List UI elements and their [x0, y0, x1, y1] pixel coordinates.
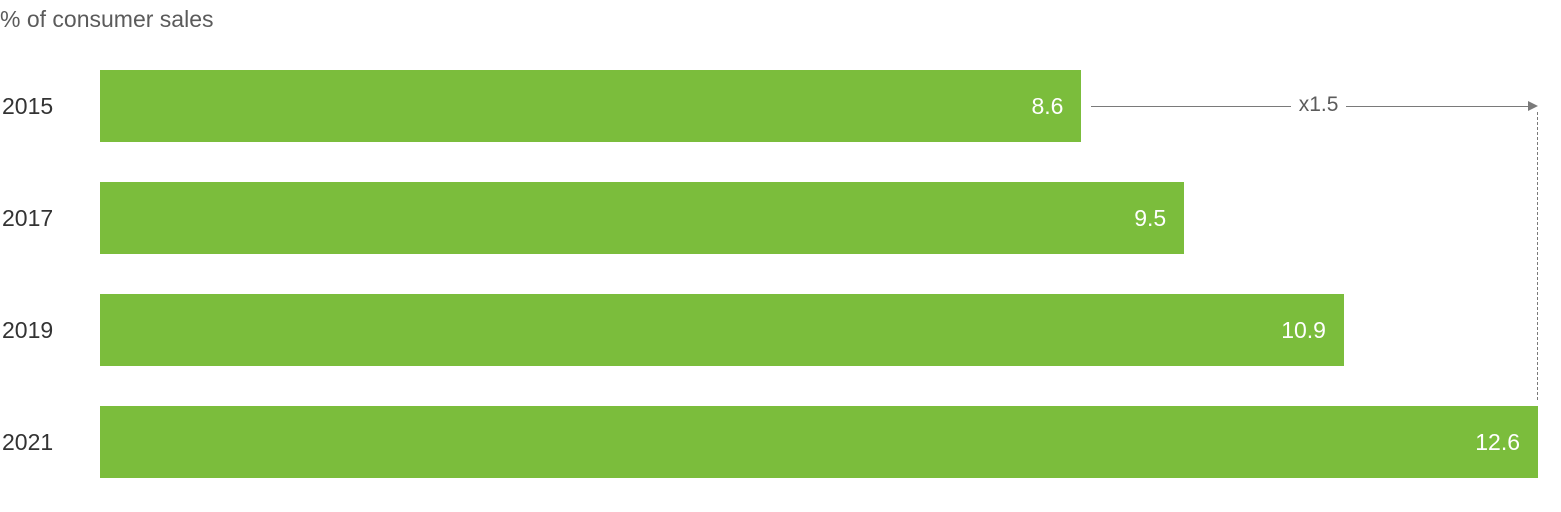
bar-2: 10.9: [100, 294, 1344, 366]
annotation-dashed-line: [1537, 112, 1538, 400]
bar-value-0: 8.6: [1032, 93, 1064, 120]
bar-value-2: 10.9: [1281, 317, 1326, 344]
bar-row-1: 2017 9.5: [0, 182, 1184, 254]
annotation-arrow-head: [1528, 101, 1538, 111]
bar-row-2: 2019 10.9: [0, 294, 1344, 366]
bar-1: 9.5: [100, 182, 1184, 254]
annotation-multiplier-label: x1.5: [1291, 93, 1347, 117]
bar-chart: % of consumer sales 2015 8.6 2017 9.5 20…: [0, 0, 1561, 512]
bar-row-3: 2021 12.6: [0, 406, 1538, 478]
bar-label-0: 2015: [0, 93, 100, 120]
bar-value-1: 9.5: [1134, 205, 1166, 232]
bar-label-3: 2021: [0, 429, 100, 456]
bar-label-2: 2019: [0, 317, 100, 344]
bar-3: 12.6: [100, 406, 1538, 478]
bar-row-0: 2015 8.6: [0, 70, 1081, 142]
chart-title: % of consumer sales: [0, 6, 213, 33]
bar-0: 8.6: [100, 70, 1081, 142]
bar-value-3: 12.6: [1475, 429, 1520, 456]
bar-label-1: 2017: [0, 205, 100, 232]
